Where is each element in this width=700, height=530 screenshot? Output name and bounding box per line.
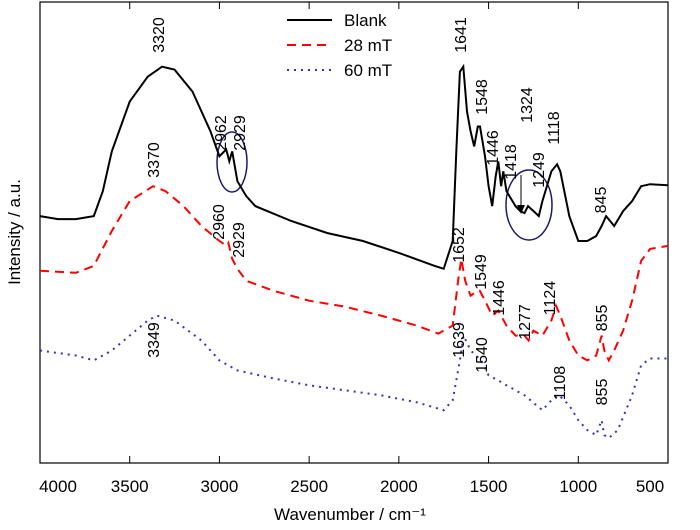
peak-label: 3320	[151, 17, 168, 53]
highlight-ellipse	[216, 131, 248, 193]
x-tick-label: 1500	[470, 477, 508, 496]
y-axis-label: Intensity / a.u.	[5, 179, 24, 285]
highlight-ellipse	[505, 169, 553, 241]
peak-label: 1446	[491, 280, 508, 316]
peak-label: 3370	[146, 142, 163, 178]
peak-label: 1652	[451, 227, 468, 263]
peak-label: 1548	[474, 79, 491, 115]
x-tick-label: 1000	[559, 477, 597, 496]
peak-label: 1639	[451, 322, 468, 358]
peak-label: 1324	[519, 87, 536, 123]
plot-frame	[39, 1, 669, 464]
x-tick-label: 500	[636, 477, 664, 496]
x-tick-label: 2500	[290, 477, 328, 496]
peak-label: 1108	[552, 366, 569, 401]
x-axis-label: Wavenumber / cm⁻¹	[274, 505, 426, 524]
peak-label: 3349	[146, 322, 163, 358]
peak-label: 1641	[453, 17, 470, 53]
legend-label: Blank	[344, 11, 387, 30]
peak-label: 855	[594, 379, 611, 406]
legend-label: 28 mT	[344, 36, 392, 55]
peak-label: 1249	[531, 152, 548, 188]
x-tick-label: 2000	[380, 477, 418, 496]
peak-label: 1124	[542, 281, 559, 316]
series-line	[39, 63, 669, 271]
peak-label: 1277	[517, 304, 534, 340]
series-line	[39, 314, 668, 440]
peak-label: 1418	[503, 144, 520, 180]
peak-label: 2929	[232, 115, 249, 151]
x-tick-label: 3000	[201, 477, 239, 496]
peak-label: 1549	[473, 254, 490, 290]
series-line	[39, 185, 669, 363]
peak-label: 855	[594, 305, 611, 332]
peak-label: 2960	[211, 204, 228, 240]
peak-label: 1118	[546, 111, 563, 144]
peak-label: 1540	[474, 337, 491, 373]
arrow-head	[517, 205, 525, 214]
x-tick-label: 4000	[39, 477, 77, 496]
x-tick-label: 3500	[111, 477, 149, 496]
peak-label: 845	[593, 187, 610, 214]
legend-label: 60 mT	[344, 61, 392, 80]
peak-label: 2962	[213, 115, 230, 151]
peak-label: 1446	[485, 130, 502, 166]
peak-label: 2929	[231, 222, 248, 258]
